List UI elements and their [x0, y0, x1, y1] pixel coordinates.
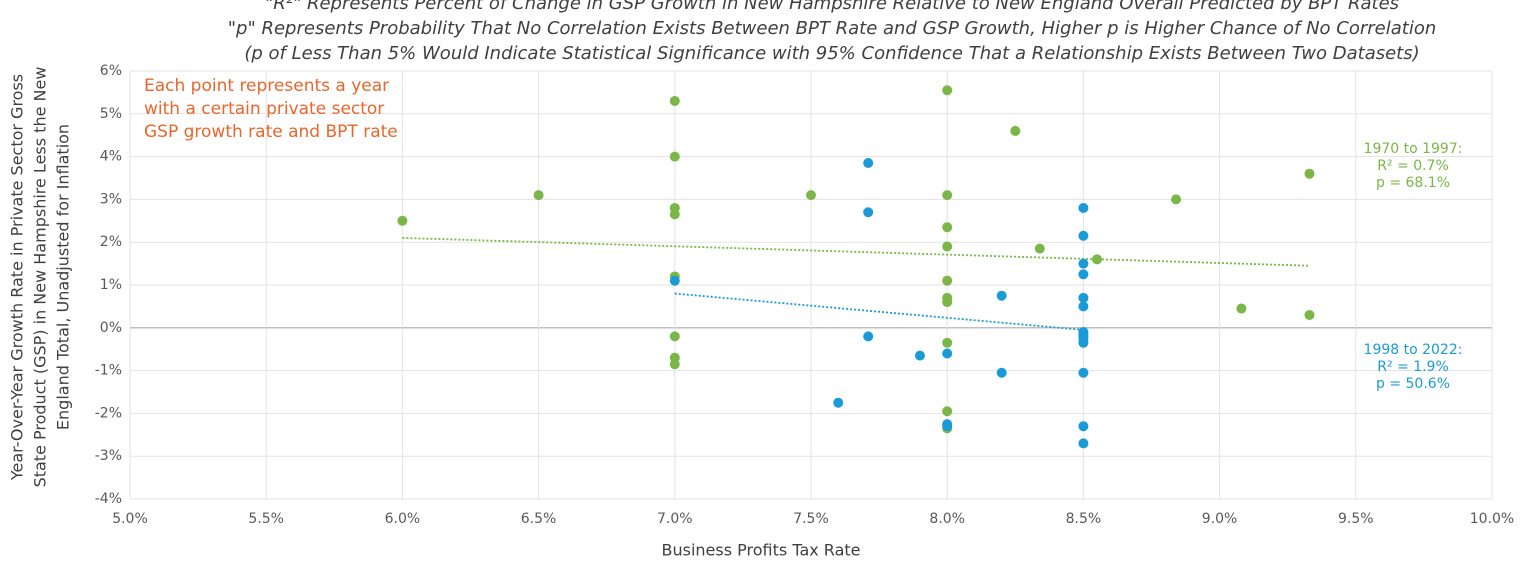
point: [996, 367, 1007, 378]
point: [942, 348, 953, 359]
x-axis-label: Business Profits Tax Rate: [662, 541, 861, 560]
y-tick-label: 1%: [100, 277, 122, 293]
point: [1078, 230, 1089, 241]
point: [1078, 421, 1089, 432]
point: [942, 406, 953, 417]
x-tick-label: 5.5%: [248, 511, 284, 527]
y-axis-label: Year-Over-Year Growth Rate in Private Se…: [8, 74, 27, 481]
point: [833, 397, 844, 408]
point: [1078, 438, 1089, 449]
point: [806, 190, 816, 201]
point: [1034, 243, 1045, 254]
annotation: Each point represents a year: [144, 76, 389, 96]
point: [996, 290, 1007, 301]
x-tick-label: 10.0%: [1470, 511, 1514, 527]
point: [669, 95, 680, 106]
y-tick-label: -1%: [95, 363, 122, 379]
point: [942, 190, 953, 201]
y-axis-label: England Total, Unadjusted for Inflation: [54, 124, 73, 430]
point: [1010, 125, 1021, 136]
point: [863, 158, 874, 169]
x-tick-label: 7.0%: [657, 511, 693, 527]
point: [1078, 333, 1089, 344]
x-tick-label: 5.0%: [112, 511, 148, 527]
point: [942, 85, 953, 96]
legend-entry: p = 68.1%: [1376, 175, 1450, 191]
x-tick-label: 8.0%: [929, 511, 965, 527]
x-tick-label: 8.5%: [1066, 511, 1102, 527]
legend-entry: p = 50.6%: [1376, 376, 1450, 392]
legend-entry: 1970 to 1997:: [1364, 141, 1463, 157]
legend-entry: R² = 0.7%: [1377, 158, 1449, 174]
y-tick-label: 4%: [100, 149, 122, 165]
x-tick-label: 9.5%: [1338, 511, 1374, 527]
y-tick-label: 5%: [100, 106, 122, 122]
point: [1304, 309, 1315, 320]
point: [1171, 194, 1182, 205]
legend-entry: 1998 to 2022:: [1364, 342, 1463, 358]
point: [1078, 367, 1089, 378]
point: [1078, 202, 1089, 213]
point: [942, 337, 953, 348]
y-tick-label: 3%: [100, 191, 122, 207]
point: [914, 350, 925, 361]
point: [669, 209, 680, 220]
trendline: [402, 237, 1310, 267]
point: [397, 215, 408, 226]
point: [533, 190, 544, 201]
x-tick-label: 6.5%: [521, 511, 557, 527]
point: [1078, 258, 1089, 269]
x-tick-label: 7.5%: [793, 511, 829, 527]
y-tick-label: 6%: [100, 63, 122, 79]
point: [863, 331, 874, 342]
point: [669, 331, 680, 342]
y-tick-label: -2%: [95, 405, 122, 421]
chart-title: (p of Less Than 5% Would Indicate Statis…: [244, 43, 1419, 64]
annotation: with a certain private sector: [144, 99, 384, 119]
y-tick-label: 2%: [100, 234, 122, 250]
trendline: [674, 292, 1084, 331]
y-tick-label: 0%: [100, 320, 122, 336]
point: [669, 151, 680, 162]
point: [1092, 254, 1103, 265]
chart-title: "p" Represents Probability That No Corre…: [228, 18, 1437, 39]
point: [1304, 168, 1315, 179]
point: [942, 241, 953, 252]
chart-title: "R²" Represents Percent of Change in GSP…: [265, 0, 1399, 14]
point: [1078, 292, 1089, 303]
point: [1078, 301, 1089, 312]
point: [669, 275, 680, 286]
point: [863, 207, 874, 218]
annotation: GSP growth rate and BPT rate: [144, 122, 398, 142]
y-tick-label: -3%: [95, 448, 122, 464]
point: [942, 421, 953, 432]
x-tick-label: 9.0%: [1202, 511, 1238, 527]
y-axis-label: State Product (GSP) in New Hampshire Les…: [31, 67, 50, 488]
y-tick-label: -4%: [95, 491, 122, 507]
point: [669, 359, 680, 370]
legend-entry: R² = 1.9%: [1377, 359, 1449, 375]
point: [942, 222, 953, 233]
point: [1078, 269, 1089, 280]
point: [942, 275, 953, 286]
point: [1236, 303, 1247, 314]
point: [942, 297, 953, 308]
x-tick-label: 6.0%: [385, 511, 421, 527]
